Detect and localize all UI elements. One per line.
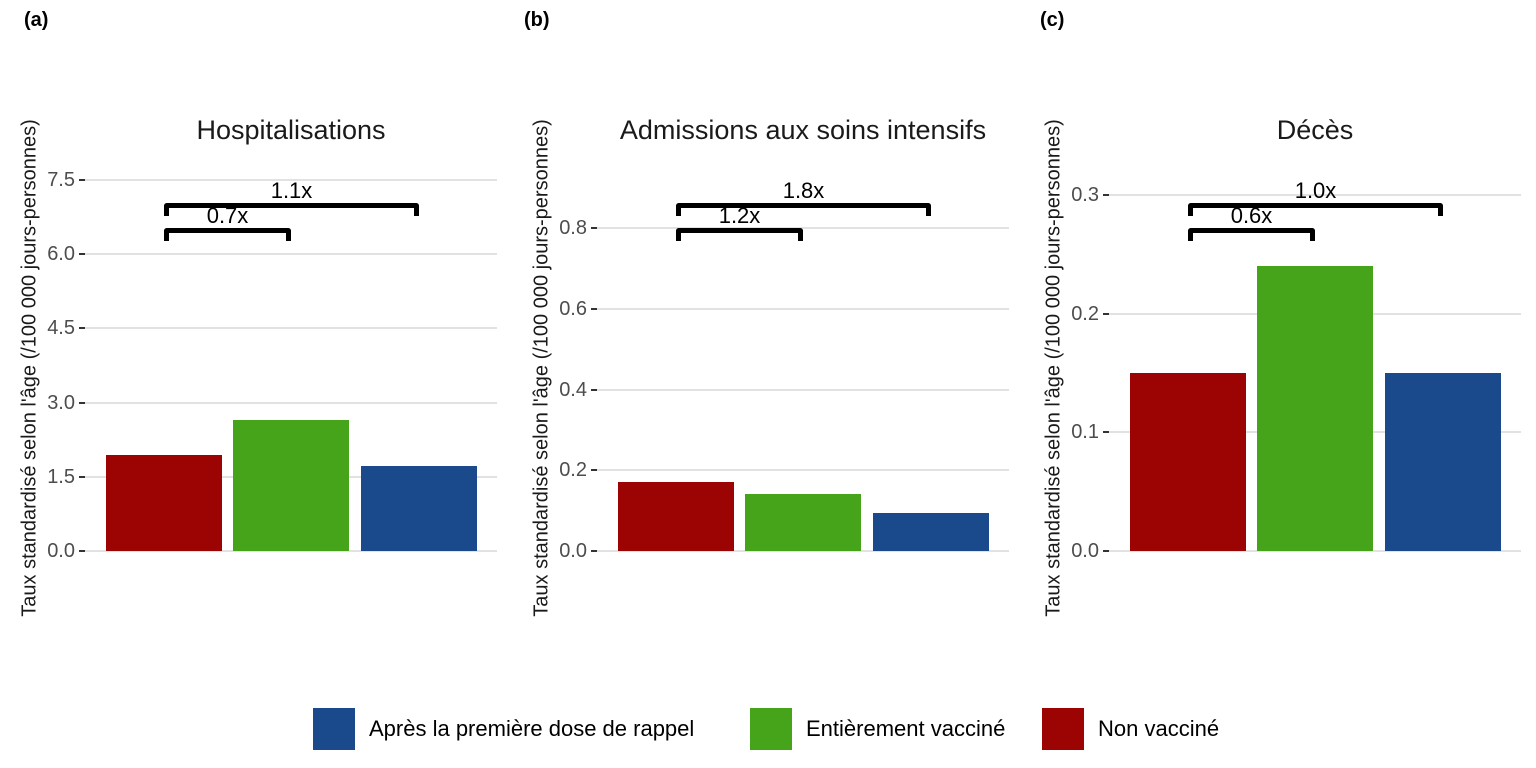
bar-non-vaccine [1130,373,1246,551]
bar-non-vaccine [106,454,222,551]
bar-non-vaccine [618,482,734,551]
panel-title-deces: Décès [1276,115,1354,145]
y-axis-tick-label: 0.8 [559,217,587,239]
y-axis-tick [1103,431,1109,434]
y-axis-tick-label: 0.4 [559,378,587,401]
panel-title-soins-intensifs: Admissions aux soins intensifs [619,115,987,145]
panel-label-a: (a) [24,9,49,31]
legend-key-entierement-vaccine-swatch [750,708,792,750]
y-axis-tick-label: 0.3 [1071,184,1099,206]
ratio-label: 1.8x [782,178,825,203]
y-axis-tick-label: 0.1 [1071,421,1099,444]
bar-entierement-vaccine [1257,266,1373,551]
legend-key-premiere-dose-rappel-swatch [313,708,355,750]
legend-item-entierement-vaccine: Entièrement vacciné [750,708,1005,750]
y-axis-tick [79,550,85,552]
legend-label-premiere-dose-rappel: Après la première dose de rappel [369,716,695,741]
y-axis-tick [591,550,597,552]
y-axis-tick-label: 0.6 [559,297,587,320]
gridline [85,253,497,256]
gridline [597,388,1009,391]
ratio-bracket [164,203,419,216]
bar-premiere-dose-rappel [1385,373,1501,551]
ratio-bracket [164,228,291,241]
y-axis-tick [1103,194,1109,196]
y-axis-tick [591,388,597,391]
gridline [597,227,1009,229]
ratio-bracket [676,203,931,216]
panel-label-c: (c) [1040,9,1065,31]
ratio-bracket [1188,203,1443,216]
y-axis-tick [591,227,597,229]
gridline [85,327,497,330]
bar-entierement-vaccine [745,494,861,551]
gridline [597,307,1009,310]
y-axis-tick-label: 0.0 [559,540,587,562]
bar-premiere-dose-rappel [361,465,477,551]
panel-title-hospitalisations: Hospitalisations [196,115,386,145]
ratio-label: 1.1x [270,178,313,203]
y-axis-tick-label: 7.5 [47,169,75,191]
gridline [85,179,497,181]
ratio-label: 1.0x [1294,178,1337,203]
legend-label-entierement-vaccine: Entièrement vacciné [806,716,1006,741]
y-axis-tick-label: 1.5 [47,465,75,488]
y-axis-tick [1103,550,1109,552]
y-axis-tick-label: 4.5 [47,317,75,340]
y-axis-tick-label: 6.0 [47,243,75,266]
gridline [597,550,1009,552]
gridline [1109,550,1521,552]
gridline [85,401,497,404]
gridline [85,550,497,552]
y-axis-tick [79,327,85,330]
legend-label-non-vaccine: Non vacciné [1098,716,1220,741]
ratio-bracket [1188,228,1315,241]
y-axis-tick [79,253,85,256]
y-axis-tick [79,179,85,181]
y-axis-tick-label: 0.0 [47,540,75,562]
gridline [1109,194,1521,196]
y-axis-tick [79,401,85,404]
ratio-bracket [676,228,803,241]
y-axis-tick [591,307,597,310]
legend-item-premiere-dose-rappel: Après la première dose de rappel [313,708,694,750]
y-axis-tick-label: 0.2 [559,459,587,482]
y-axis-tick-label: 3.0 [47,391,75,414]
y-axis-tick [1103,312,1109,315]
bar-entierement-vaccine [233,419,349,551]
legend-key-non-vaccine-swatch [1042,708,1084,750]
y-axis-tick-label: 0.2 [1071,302,1099,325]
y-axis-tick-label: 0.0 [1071,540,1099,562]
legend-item-non-vaccine: Non vacciné [1042,708,1219,750]
gridline [597,469,1009,472]
y-axis-tick [79,475,85,478]
panel-label-b: (b) [524,9,550,31]
y-axis-tick [591,469,597,472]
bar-premiere-dose-rappel [873,512,989,551]
